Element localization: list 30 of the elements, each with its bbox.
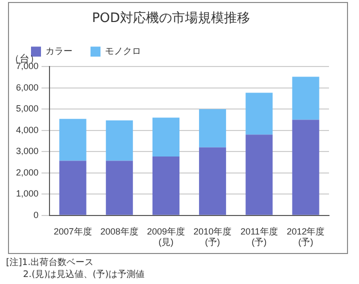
legend-label: モノクロ — [105, 46, 141, 56]
bar — [246, 92, 273, 135]
y-tick-label: 1,000 — [16, 188, 39, 199]
x-tick-label: 2012年度 (予) — [286, 226, 325, 248]
bar — [59, 160, 86, 215]
bar — [152, 118, 180, 157]
y-tick-label: 0 — [34, 210, 39, 220]
bar — [199, 147, 226, 215]
bar — [292, 76, 320, 120]
y-tick-label: 3,000 — [16, 146, 39, 156]
text: [注]1.出荷台数ベース — [6, 257, 95, 269]
y-tick-label: 5,000 — [16, 104, 39, 114]
bar — [59, 118, 86, 161]
y-tick-label: 6,000 — [16, 82, 39, 92]
x-tick-label: 2007年度 — [54, 226, 92, 236]
y-tick-label: 4,000 — [16, 124, 39, 135]
x-tick-label: 2011年度 (予) — [240, 226, 278, 248]
text: 2.(見)は見込値、(予)は予測値 — [22, 269, 145, 281]
bar — [152, 156, 180, 215]
x-tick-label: 2009年度 (見) — [146, 226, 185, 248]
chart-title: POD対応機の市場規模推移 — [92, 10, 250, 26]
x-tick-label: 2008年度 — [100, 226, 138, 236]
bar — [199, 109, 226, 148]
y-tick-label: 2,000 — [16, 167, 39, 178]
legend-label: カラー — [46, 46, 72, 56]
bar — [292, 120, 320, 215]
bar — [106, 160, 133, 215]
x-tick-label: 2010年度 (予) — [194, 226, 232, 248]
bar — [106, 120, 133, 161]
bar — [246, 134, 273, 215]
